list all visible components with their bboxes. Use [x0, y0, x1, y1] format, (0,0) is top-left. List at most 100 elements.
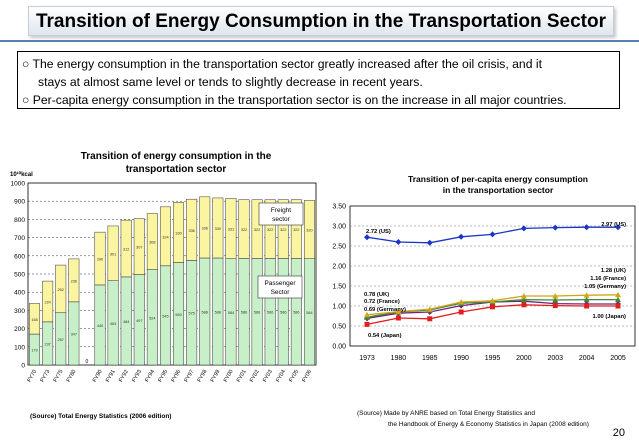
- left-chart-title: Transition of energy consumption in the: [81, 151, 272, 162]
- freight-value-label: 236: [71, 279, 77, 283]
- summary-box: ○ The energy consumption in the transpor…: [17, 51, 620, 109]
- marker-us: [520, 225, 527, 232]
- marker-us: [458, 233, 465, 240]
- right-x-tick-label: 1990: [453, 355, 469, 362]
- right-chart-title: Transition of per-capita energy consumpt…: [408, 174, 588, 184]
- marker-japan: [458, 309, 464, 315]
- series-data-label: 2.97 (US): [601, 222, 626, 228]
- freight-value-label: 322: [254, 228, 260, 232]
- passenger-value-label: 170: [31, 349, 37, 353]
- right-x-tick-label: 1985: [422, 355, 438, 362]
- marker-uk: [520, 293, 527, 299]
- left-x-tick-label: FY73: [40, 369, 52, 383]
- bullet-1: ○ The energy consumption in the transpor…: [22, 57, 542, 71]
- freight-bar: [238, 199, 250, 259]
- marker-japan: [427, 316, 433, 322]
- marker-japan: [521, 302, 527, 308]
- passenger-value-label: 586: [254, 311, 260, 315]
- freight-bar: [133, 218, 145, 275]
- marker-france: [583, 296, 590, 303]
- right-chart-source-1: (Source) Made by ANRE based on Total Ene…: [357, 410, 535, 417]
- marker-france: [520, 296, 527, 303]
- freight-bar: [159, 206, 171, 267]
- right-line-chart: Transition of per-capita energy consumpt…: [332, 174, 636, 428]
- freight-bar: [94, 231, 106, 286]
- passenger-value-label: 563: [175, 313, 181, 317]
- freight-value-label: 301: [110, 252, 116, 256]
- left-x-tick-label: FY95: [157, 369, 169, 383]
- freight-value-label: 324: [162, 235, 168, 239]
- marker-uk: [489, 297, 496, 304]
- left-x-tick-label: FY75: [53, 369, 65, 383]
- marker-japan: [552, 303, 558, 309]
- svg-text:Sector: Sector: [271, 289, 291, 296]
- freight-value-label: 322: [293, 228, 299, 232]
- freight-value-label: 262: [58, 288, 64, 292]
- marker-uk: [583, 292, 590, 298]
- passenger-value-label: 588: [215, 310, 221, 314]
- right-y-tick-label: 3.00: [332, 224, 346, 231]
- freight-bar: [42, 280, 54, 323]
- marker-japan: [395, 315, 401, 321]
- series-data-label: 0.72 (France): [364, 299, 400, 305]
- bullet-2: ○ Per-capita energy consumption in the t…: [22, 93, 567, 107]
- series-data-label: 1.28 (UK): [601, 268, 626, 274]
- series-data-label: 0.78 (UK): [364, 292, 389, 298]
- right-x-tick-label: 2000: [516, 355, 532, 362]
- left-x-tick-label: FY06: [301, 369, 313, 383]
- left-bar-chart: Transition of energy consumption in the …: [10, 151, 317, 420]
- left-chart-title-2: transportation sector: [126, 164, 227, 175]
- right-y-tick-label: 0.00: [332, 344, 346, 351]
- passenger-value-label: 347: [71, 332, 77, 336]
- left-x-tick-label: FY04: [275, 369, 287, 383]
- right-y-tick-label: 0.50: [332, 324, 346, 331]
- freight-value-label: 336: [202, 226, 208, 230]
- right-x-tick-label: 2005: [610, 355, 626, 362]
- right-plot-frame: [349, 205, 636, 347]
- right-x-tick-label: 2004: [579, 355, 595, 362]
- marker-japan: [584, 303, 590, 309]
- series-data-label: 0.54 (Japan): [368, 333, 402, 339]
- right-y-tick-label: 1.50: [332, 284, 346, 291]
- freight-value-label: 322: [280, 228, 286, 232]
- left-y-tick-label: 1000: [11, 181, 26, 188]
- right-chart-source-2: the Handbook of Energy & Economy Statist…: [388, 421, 589, 428]
- freight-value-label: 168: [31, 318, 37, 322]
- right-y-tick-label: 1.00: [332, 304, 346, 311]
- left-y-tick-label: 300: [14, 308, 25, 315]
- freight-bar: [212, 197, 224, 259]
- marker-uk: [364, 311, 370, 318]
- freight-bar: [199, 196, 211, 259]
- marker-us: [583, 224, 590, 231]
- left-y-tick-label: 200: [14, 326, 25, 333]
- marker-uk: [395, 308, 402, 315]
- series-data-label: 0.69 (Germany): [364, 307, 406, 313]
- left-x-tick-label: FY99: [210, 369, 222, 383]
- freight-value-label: 224: [44, 300, 50, 304]
- marker-france: [615, 296, 621, 303]
- passenger-value-label: 524: [149, 316, 155, 320]
- left-x-tick-label: FY97: [184, 369, 196, 383]
- passenger-value-label: 463: [110, 322, 116, 326]
- left-x-tick-label: FY01: [236, 369, 248, 383]
- left-x-tick-label: FY90: [92, 369, 104, 383]
- freight-bar: [29, 303, 41, 335]
- freight-value-label: 331: [228, 228, 234, 232]
- passenger-value-label: 586: [293, 311, 299, 315]
- right-x-tick-label: 1980: [391, 355, 407, 362]
- freight-value-label: 312: [123, 248, 129, 252]
- left-y-tick-label: 500: [14, 272, 25, 279]
- freight-bar: [68, 258, 80, 303]
- freight-value-label: 290: [97, 258, 103, 262]
- freight-bar: [186, 198, 198, 261]
- left-x-tick-label: FY94: [144, 369, 156, 383]
- passenger-annotation: Passenger Sector: [257, 275, 303, 299]
- left-x-tick-label: FY02: [249, 369, 261, 383]
- freight-annotation: Freight sector: [258, 202, 304, 226]
- series-data-label: 1.16 (France): [590, 276, 626, 282]
- freight-value-label: 330: [215, 227, 221, 231]
- freight-bar: [120, 219, 132, 278]
- series-data-label: 1.00 (Japan): [592, 314, 626, 320]
- slide-title: Transition of Energy Consumption in the …: [35, 11, 607, 32]
- left-y-tick-label: 800: [14, 217, 25, 224]
